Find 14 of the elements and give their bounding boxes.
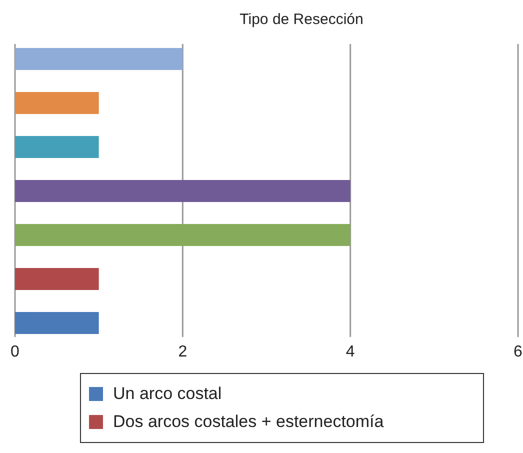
legend-label: Dos arcos costales + esternectomía: [113, 412, 384, 432]
x-tick-label: 2: [178, 343, 188, 360]
x-tick-label: 4: [346, 343, 355, 360]
bar: [15, 312, 99, 334]
legend-label: Un arco costal: [113, 384, 222, 404]
bar: [15, 92, 99, 114]
bar: [15, 48, 183, 70]
bar: [15, 268, 99, 290]
x-tick-label: 0: [10, 343, 20, 360]
bar: [15, 136, 99, 158]
bar: [15, 180, 350, 202]
x-tick-label: 6: [514, 343, 523, 360]
chart-title: Tipo de Resección: [238, 10, 364, 30]
bar: [15, 224, 350, 246]
